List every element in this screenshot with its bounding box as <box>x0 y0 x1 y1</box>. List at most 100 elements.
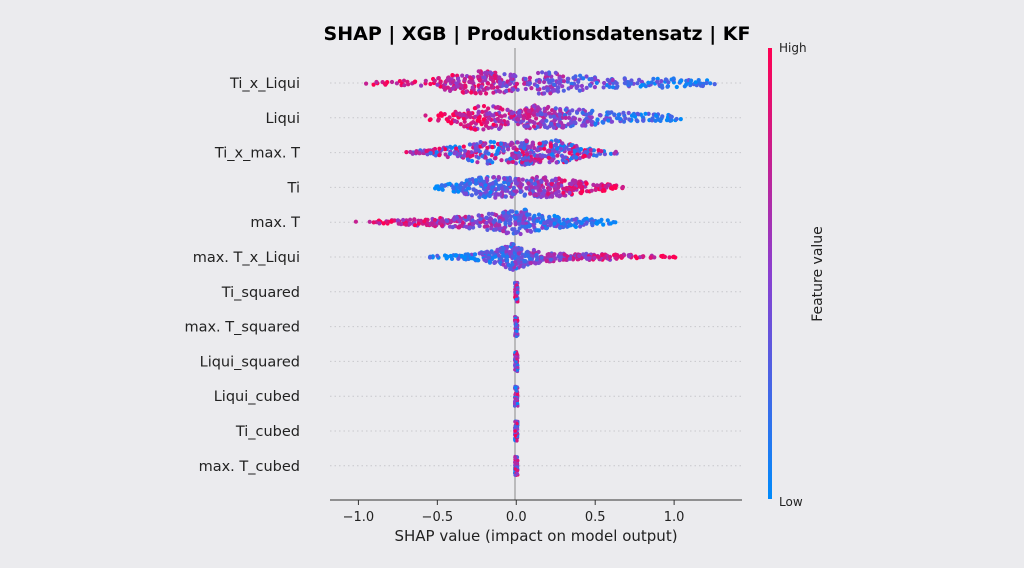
data-point <box>493 155 498 161</box>
data-point <box>569 81 574 86</box>
data-point <box>577 156 583 161</box>
data-point <box>708 81 713 86</box>
data-point <box>469 256 474 261</box>
data-point <box>621 110 626 115</box>
data-point <box>367 219 372 224</box>
data-point <box>561 88 566 93</box>
data-point <box>552 118 557 123</box>
data-point <box>521 116 526 121</box>
data-point <box>497 79 502 84</box>
data-point <box>515 468 519 472</box>
data-point <box>536 249 541 255</box>
data-point <box>590 120 595 125</box>
data-point <box>455 84 460 89</box>
data-point <box>678 117 683 122</box>
data-point <box>493 76 498 81</box>
data-point <box>466 158 471 163</box>
data-point <box>608 186 614 191</box>
data-point <box>536 91 542 96</box>
colorbar-high-label: High <box>779 41 807 55</box>
data-point <box>445 154 450 160</box>
data-point <box>428 151 433 156</box>
data-point <box>551 82 557 87</box>
data-point <box>483 150 488 155</box>
data-point <box>389 219 394 224</box>
data-point <box>607 84 612 89</box>
data-point <box>537 260 542 265</box>
data-point <box>459 181 464 186</box>
data-point <box>622 77 628 82</box>
data-point <box>543 71 549 76</box>
data-point <box>478 140 483 145</box>
data-point <box>457 218 462 223</box>
data-point <box>485 145 490 150</box>
data-point <box>396 221 401 226</box>
data-point <box>486 116 491 121</box>
data-point <box>666 80 671 85</box>
data-point <box>589 76 594 82</box>
data-point <box>556 150 561 155</box>
data-point <box>547 186 553 192</box>
data-point <box>495 116 500 122</box>
colorbar <box>768 48 772 499</box>
data-point <box>506 160 511 165</box>
data-point <box>534 228 540 233</box>
data-point <box>536 191 541 197</box>
data-point <box>561 190 566 195</box>
data-point <box>452 217 457 222</box>
data-point <box>506 181 511 187</box>
data-point <box>493 187 498 192</box>
data-point <box>578 147 584 152</box>
data-point <box>563 115 568 120</box>
data-point <box>468 154 473 159</box>
data-point <box>412 80 417 85</box>
data-point <box>442 147 448 152</box>
data-point <box>475 160 480 165</box>
data-point <box>600 252 605 258</box>
data-point <box>371 82 376 87</box>
data-point <box>588 111 594 116</box>
data-point <box>567 111 572 116</box>
data-point <box>450 73 455 78</box>
data-point <box>485 86 490 91</box>
data-point <box>535 218 540 223</box>
data-point <box>536 70 541 76</box>
data-point <box>488 158 493 163</box>
data-point <box>502 72 507 77</box>
data-point <box>693 80 698 85</box>
data-point <box>480 109 485 114</box>
data-point <box>517 153 522 158</box>
data-point <box>467 225 473 230</box>
data-point <box>511 242 516 247</box>
data-point <box>510 159 515 164</box>
data-point <box>508 142 513 147</box>
data-point <box>584 74 589 79</box>
data-point <box>674 116 679 122</box>
feature-label: Ti_cubed <box>235 424 300 440</box>
data-point <box>579 220 584 225</box>
data-point <box>594 153 599 158</box>
data-point <box>634 118 639 123</box>
data-point <box>467 75 473 80</box>
data-point <box>478 220 483 225</box>
data-point <box>660 85 665 90</box>
data-point <box>535 148 540 153</box>
data-point <box>554 160 559 165</box>
data-point <box>488 190 493 195</box>
data-point <box>650 116 655 121</box>
data-point <box>505 230 511 235</box>
data-point <box>456 189 461 194</box>
data-point <box>514 322 518 326</box>
data-point <box>470 158 475 164</box>
data-point <box>490 145 495 150</box>
data-point <box>557 112 562 117</box>
data-point <box>563 257 568 262</box>
data-point <box>561 125 566 130</box>
data-point <box>412 217 417 222</box>
data-point <box>539 255 544 260</box>
data-point <box>482 142 487 147</box>
data-point <box>469 193 474 198</box>
data-point <box>523 76 528 82</box>
data-point <box>527 256 533 261</box>
feature-label: Liqui <box>265 111 300 127</box>
